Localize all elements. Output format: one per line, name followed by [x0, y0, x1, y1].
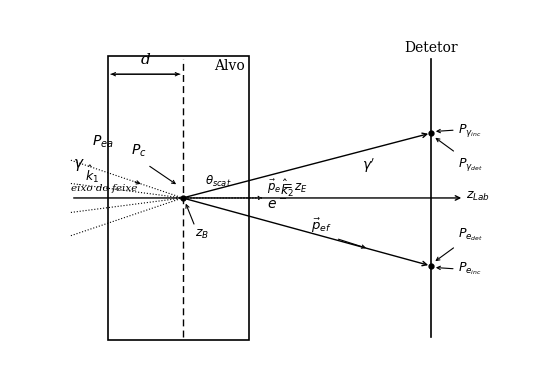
- Text: $\vec{p}_{ef}$: $\vec{p}_{ef}$: [311, 217, 332, 235]
- Text: $P_{ea}$: $P_{ea}$: [92, 134, 113, 150]
- Text: $\vec{p}_e{=}z_E$: $\vec{p}_e{=}z_E$: [268, 178, 308, 196]
- Text: $z_{Lab}$: $z_{Lab}$: [466, 190, 490, 203]
- Text: $\gamma'$: $\gamma'$: [362, 157, 375, 175]
- Bar: [108, 56, 249, 340]
- Text: $e^-$: $e^-$: [267, 198, 287, 212]
- Text: $P_{e_{det}}$: $P_{e_{det}}$: [458, 227, 483, 243]
- Text: $z_B$: $z_B$: [195, 228, 209, 241]
- Text: $P_c$: $P_c$: [131, 142, 147, 159]
- Text: Alvo: Alvo: [214, 59, 245, 73]
- Text: $P_{e_{inc}}$: $P_{e_{inc}}$: [458, 261, 482, 277]
- Text: $P_{\gamma_{det}}$: $P_{\gamma_{det}}$: [458, 156, 483, 173]
- Text: d: d: [140, 53, 150, 67]
- Text: eixo do feixe: eixo do feixe: [71, 184, 137, 193]
- Text: $\hat{k}_1$: $\hat{k}_1$: [85, 164, 99, 185]
- Text: $\hat{k}_2$: $\hat{k}_2$: [280, 178, 294, 200]
- Text: $P_{\gamma_{inc}}$: $P_{\gamma_{inc}}$: [458, 122, 482, 138]
- Text: $\gamma$: $\gamma$: [73, 157, 85, 173]
- Text: Detetor: Detetor: [404, 41, 458, 54]
- Text: $\theta_{scat}$: $\theta_{scat}$: [206, 174, 232, 189]
